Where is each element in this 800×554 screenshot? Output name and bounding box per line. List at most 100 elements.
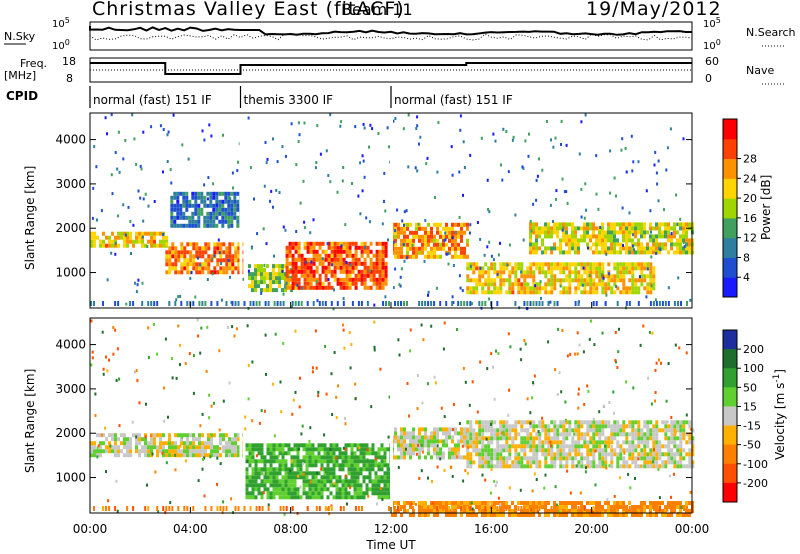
heatmap-cell: [234, 250, 237, 254]
heatmap-cell: [351, 471, 354, 475]
heatmap-cell: [595, 513, 598, 517]
heatmap-cell: [595, 262, 598, 266]
heatmap-cell: [571, 456, 574, 460]
heatmap-cell: [372, 443, 375, 447]
heatmap-cell: [451, 435, 454, 439]
heatmap-cell: [186, 437, 189, 441]
heatmap-cell: [274, 434, 276, 437]
heatmap-cell: [298, 242, 301, 246]
heatmap-cell: [679, 420, 682, 424]
heatmap-cell: [550, 274, 553, 278]
heatmap-cell: [168, 445, 171, 449]
heatmap-cell: [93, 445, 96, 449]
heatmap-cell: [334, 254, 337, 258]
heatmap-cell: [530, 220, 532, 223]
heatmap-cell: [204, 301, 206, 306]
heatmap-cell: [514, 301, 516, 306]
heatmap-cell: [652, 513, 655, 517]
heatmap-cell: [499, 286, 502, 290]
heatmap-cell: [216, 204, 218, 207]
colorbar-segment: [723, 426, 737, 446]
heatmap-cell: [213, 402, 215, 405]
heatmap-cell: [616, 274, 619, 278]
heatmap-cell: [583, 444, 586, 448]
heatmap-cell: [400, 506, 402, 511]
heatmap-cell: [544, 286, 547, 290]
heatmap-cell: [331, 413, 333, 416]
heatmap-cell: [526, 509, 529, 513]
heatmap-cell: [246, 471, 249, 475]
heatmap-cell: [574, 266, 577, 270]
heatmap-cell: [324, 483, 327, 487]
heatmap-cell: [673, 444, 676, 448]
heatmap-cell: [230, 220, 233, 224]
heatmap-cell: [306, 471, 309, 475]
heatmap-cell: [586, 282, 589, 286]
heatmap-cell: [168, 449, 171, 453]
heatmap-cell: [297, 459, 300, 463]
heatmap-cell: [571, 222, 574, 226]
heatmap-cell: [564, 401, 566, 404]
heatmap-cell: [246, 443, 249, 447]
heatmap-cell: [216, 262, 219, 266]
heatmap-cell: [336, 487, 339, 491]
heatmap-cell: [174, 266, 177, 270]
heatmap-cell: [173, 224, 176, 228]
heatmap-cell: [598, 456, 601, 460]
heatmap-cell: [355, 262, 358, 266]
heatmap-cell: [207, 266, 210, 270]
heatmap-cell: [613, 412, 615, 415]
heatmap-cell: [117, 301, 119, 306]
heatmap-cell: [535, 242, 538, 246]
heatmap-cell: [372, 447, 375, 451]
heatmap-cell: [541, 448, 544, 452]
heatmap-cell: [288, 491, 291, 495]
heatmap-cell: [135, 240, 138, 244]
heatmap-cell: [102, 441, 105, 445]
heatmap-cell: [451, 247, 454, 251]
heatmap-cell: [254, 284, 257, 288]
heatmap-cell: [597, 208, 599, 211]
heatmap-cell: [230, 216, 233, 220]
heatmap-cell: [607, 444, 610, 448]
heatmap-cell: [463, 255, 466, 259]
heatmap-cell: [577, 452, 580, 456]
heatmap-cell: [526, 513, 529, 517]
heatmap-cell: [436, 513, 439, 517]
heatmap-cell: [234, 445, 237, 449]
heatmap-cell: [255, 495, 258, 499]
heatmap-cell: [547, 501, 550, 505]
heatmap-cell: [565, 250, 568, 254]
heatmap-cell: [690, 491, 692, 494]
heatmap-cell: [388, 301, 390, 306]
heatmap-cell: [120, 433, 123, 437]
heatmap-cell: [376, 278, 379, 282]
heatmap-cell: [593, 301, 595, 306]
heatmap-cell: [96, 449, 99, 453]
heatmap-cell: [337, 262, 340, 266]
heatmap-cell: [622, 456, 625, 460]
heatmap-cell: [598, 424, 601, 428]
heatmap-cell: [646, 460, 649, 464]
heatmap-cell: [307, 301, 309, 306]
heatmap-cell: [126, 453, 129, 457]
heatmap-cell: [248, 270, 250, 273]
heatmap-cell: [511, 501, 514, 505]
heatmap-cell: [251, 280, 254, 284]
heatmap-cell: [171, 506, 173, 511]
heatmap-cell: [574, 250, 577, 254]
heatmap-cell: [585, 470, 587, 473]
heatmap-cell: [667, 456, 670, 460]
heatmap-cell: [256, 506, 258, 511]
heatmap-cell: [409, 451, 412, 455]
heatmap-cell: [580, 262, 583, 266]
heatmap-cell: [360, 459, 363, 463]
heatmap-cell: [573, 433, 575, 436]
heatmap-cell: [550, 266, 553, 270]
heatmap-cell: [464, 166, 466, 169]
heatmap-cell: [185, 208, 188, 212]
heatmap-cell: [252, 487, 255, 491]
heatmap-cell: [574, 286, 577, 290]
heatmap-cell: [589, 278, 592, 282]
heatmap-cell: [540, 280, 542, 283]
